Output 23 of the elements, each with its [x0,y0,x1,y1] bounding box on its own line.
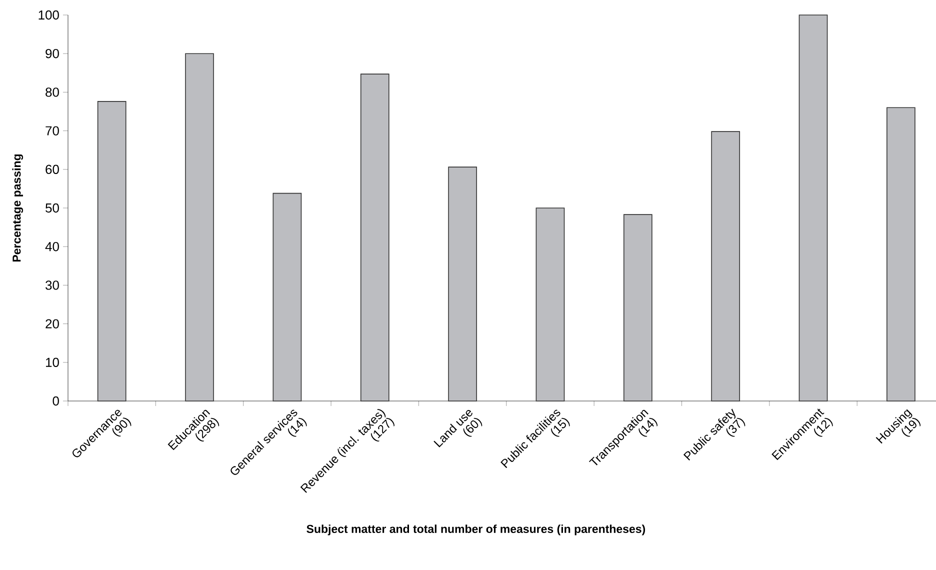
bar [886,107,916,402]
y-tick-label: 20 [46,319,59,328]
x-axis-title: Subject matter and total number of measures (in parentheses) [306,524,646,536]
bar [97,101,126,402]
bar [798,14,828,402]
bar [623,214,652,402]
y-tick-label: 90 [46,48,59,58]
y-tick-label: 60 [46,164,59,174]
y-tick-label: 10 [46,358,59,367]
y-tick-label: 40 [45,242,59,252]
y-axis-title: Percentage passing [12,154,24,262]
y-tick-label: 50 [46,203,59,213]
bar [185,53,214,402]
y-tick-label: 30 [46,280,59,290]
y-tick-label: 70 [46,126,59,136]
bar [536,208,565,402]
y-tick-label: 0 [52,396,59,406]
bar [272,192,302,402]
y-tick-label: 80 [46,88,59,97]
bar [711,131,740,402]
bar [360,74,390,402]
bar [448,166,477,402]
y-tick-label: 100 [38,10,59,20]
